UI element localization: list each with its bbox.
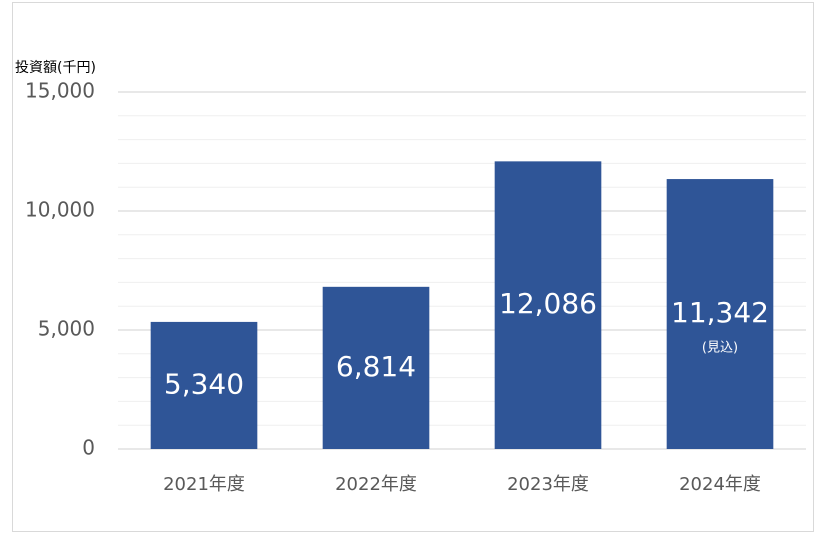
y-tick-label: 15,000 — [25, 79, 95, 103]
bar — [494, 161, 602, 449]
value-label: 6,814 — [336, 350, 416, 383]
value-annotation: (見込) — [702, 341, 738, 356]
x-tick-label: 2024年度 — [679, 474, 761, 495]
value-label: 11,342 — [671, 296, 769, 329]
axis-title: 投資額(千円) — [15, 60, 96, 76]
value-label: 5,340 — [164, 367, 244, 400]
x-tick-label: 2022年度 — [335, 474, 417, 495]
x-tick-label: 2023年度 — [507, 474, 589, 495]
bar — [150, 321, 258, 449]
y-tick-label: 10,000 — [25, 198, 95, 222]
value-label: 12,086 — [499, 287, 597, 320]
x-tick-label: 2021年度 — [163, 474, 245, 495]
bar — [322, 286, 430, 449]
y-tick-label: 0 — [82, 436, 95, 460]
bar — [666, 179, 774, 449]
y-tick-label: 5,000 — [38, 317, 95, 341]
